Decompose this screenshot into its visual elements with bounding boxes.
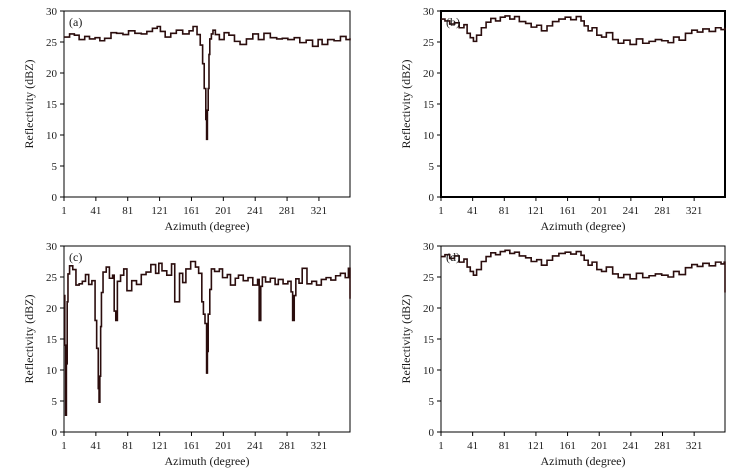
y-axis-title: Reflectivity (dBZ) (399, 60, 413, 149)
y-tick-label: 30 (46, 6, 58, 18)
chart-panel-b: 0 5 10 15 20 25 30 1 41 81 121 161 201 241 281 321 Azimu… (399, 6, 726, 233)
series-line-1 (64, 260, 351, 417)
x-tick-label: 81 (122, 440, 133, 452)
y-tick-label: 30 (423, 6, 435, 18)
y-axis-title: Reflectivity (dBZ) (22, 60, 36, 149)
x-tick-label: 1 (61, 440, 67, 452)
x-tick-label: 241 (247, 440, 264, 452)
x-tick-label: 161 (559, 440, 576, 452)
y-tick-label: 0 (429, 427, 435, 439)
y-tick-label: 5 (52, 396, 58, 408)
x-tick-label: 121 (528, 205, 545, 217)
y-tick-label: 30 (46, 241, 58, 253)
x-tick-label: 281 (279, 440, 296, 452)
y-tick-label: 0 (52, 192, 58, 204)
x-axis-title: Azimuth (degree) (165, 219, 250, 233)
x-tick-label: 321 (686, 440, 703, 452)
y-tick-label: 25 (423, 272, 435, 284)
chart-panel-c: 0 5 10 15 20 25 30 1 41 81 121 161 201 241 281 321 Azimu… (22, 241, 351, 468)
y-tick-label: 10 (423, 130, 435, 142)
x-tick-label: 241 (623, 440, 640, 452)
x-tick-label: 281 (279, 205, 296, 217)
x-tick-label: 81 (499, 440, 510, 452)
x-tick-label: 41 (90, 205, 101, 217)
x-tick-label: 241 (623, 205, 640, 217)
y-tick-label: 0 (429, 192, 435, 204)
x-tick-label: 41 (467, 205, 478, 217)
y-tick-label: 5 (429, 396, 435, 408)
series-line-1 (441, 249, 726, 293)
y-axis-title: Reflectivity (dBZ) (22, 295, 36, 384)
x-tick-label: 321 (686, 205, 703, 217)
x-tick-label: 201 (591, 205, 608, 217)
y-tick-label: 15 (423, 334, 435, 346)
panel-label: (b) (446, 15, 460, 29)
chart-panel-a: 0 5 10 15 20 25 30 1 41 81 121 161 201 241 281 321 Azimu… (22, 6, 351, 233)
x-axis-title: Azimuth (degree) (165, 454, 250, 468)
x-tick-label: 161 (183, 205, 200, 217)
x-tick-label: 321 (311, 205, 328, 217)
x-tick-label: 121 (528, 440, 545, 452)
y-tick-label: 10 (423, 365, 435, 377)
y-tick-label: 20 (46, 68, 58, 80)
x-tick-label: 1 (438, 205, 444, 217)
series-line-1 (64, 25, 351, 141)
x-tick-label: 241 (247, 205, 264, 217)
x-tick-label: 161 (559, 205, 576, 217)
x-tick-label: 81 (122, 205, 133, 217)
x-tick-label: 1 (61, 205, 67, 217)
y-tick-label: 5 (52, 161, 58, 173)
x-tick-label: 201 (591, 440, 608, 452)
x-tick-label: 41 (90, 440, 101, 452)
y-tick-label: 25 (46, 272, 58, 284)
chart-panel-d: 0 5 10 15 20 25 30 1 41 81 121 161 201 241 281 321 Azimu… (399, 241, 726, 468)
x-tick-label: 121 (151, 440, 168, 452)
y-tick-label: 10 (46, 365, 58, 377)
x-tick-label: 41 (467, 440, 478, 452)
plot-frame (440, 10, 726, 198)
y-tick-label: 5 (429, 161, 435, 173)
x-tick-label: 121 (151, 205, 168, 217)
y-tick-label: 20 (423, 303, 435, 315)
x-tick-label: 321 (311, 440, 328, 452)
panel-label: (a) (69, 15, 82, 29)
x-tick-label: 201 (215, 440, 232, 452)
x-tick-label: 281 (654, 440, 671, 452)
x-axis-title: Azimuth (degree) (541, 454, 626, 468)
y-tick-label: 0 (52, 427, 58, 439)
y-tick-label: 20 (46, 303, 58, 315)
panel-label: (d) (446, 250, 460, 264)
x-axis-title: Azimuth (degree) (541, 219, 626, 233)
panel-label: (c) (69, 250, 82, 264)
y-tick-label: 15 (423, 99, 435, 111)
x-tick-label: 81 (499, 205, 510, 217)
x-tick-label: 281 (654, 205, 671, 217)
y-axis-title: Reflectivity (dBZ) (399, 295, 413, 384)
x-tick-label: 161 (183, 440, 200, 452)
x-tick-label: 201 (215, 205, 232, 217)
y-tick-label: 30 (423, 241, 435, 253)
y-tick-label: 25 (423, 37, 435, 49)
y-tick-label: 20 (423, 68, 435, 80)
y-tick-label: 15 (46, 334, 58, 346)
y-tick-label: 25 (46, 37, 58, 49)
y-tick-label: 15 (46, 99, 58, 111)
y-tick-label: 10 (46, 130, 58, 142)
series-line-1 (441, 15, 726, 46)
x-tick-label: 1 (438, 440, 444, 452)
